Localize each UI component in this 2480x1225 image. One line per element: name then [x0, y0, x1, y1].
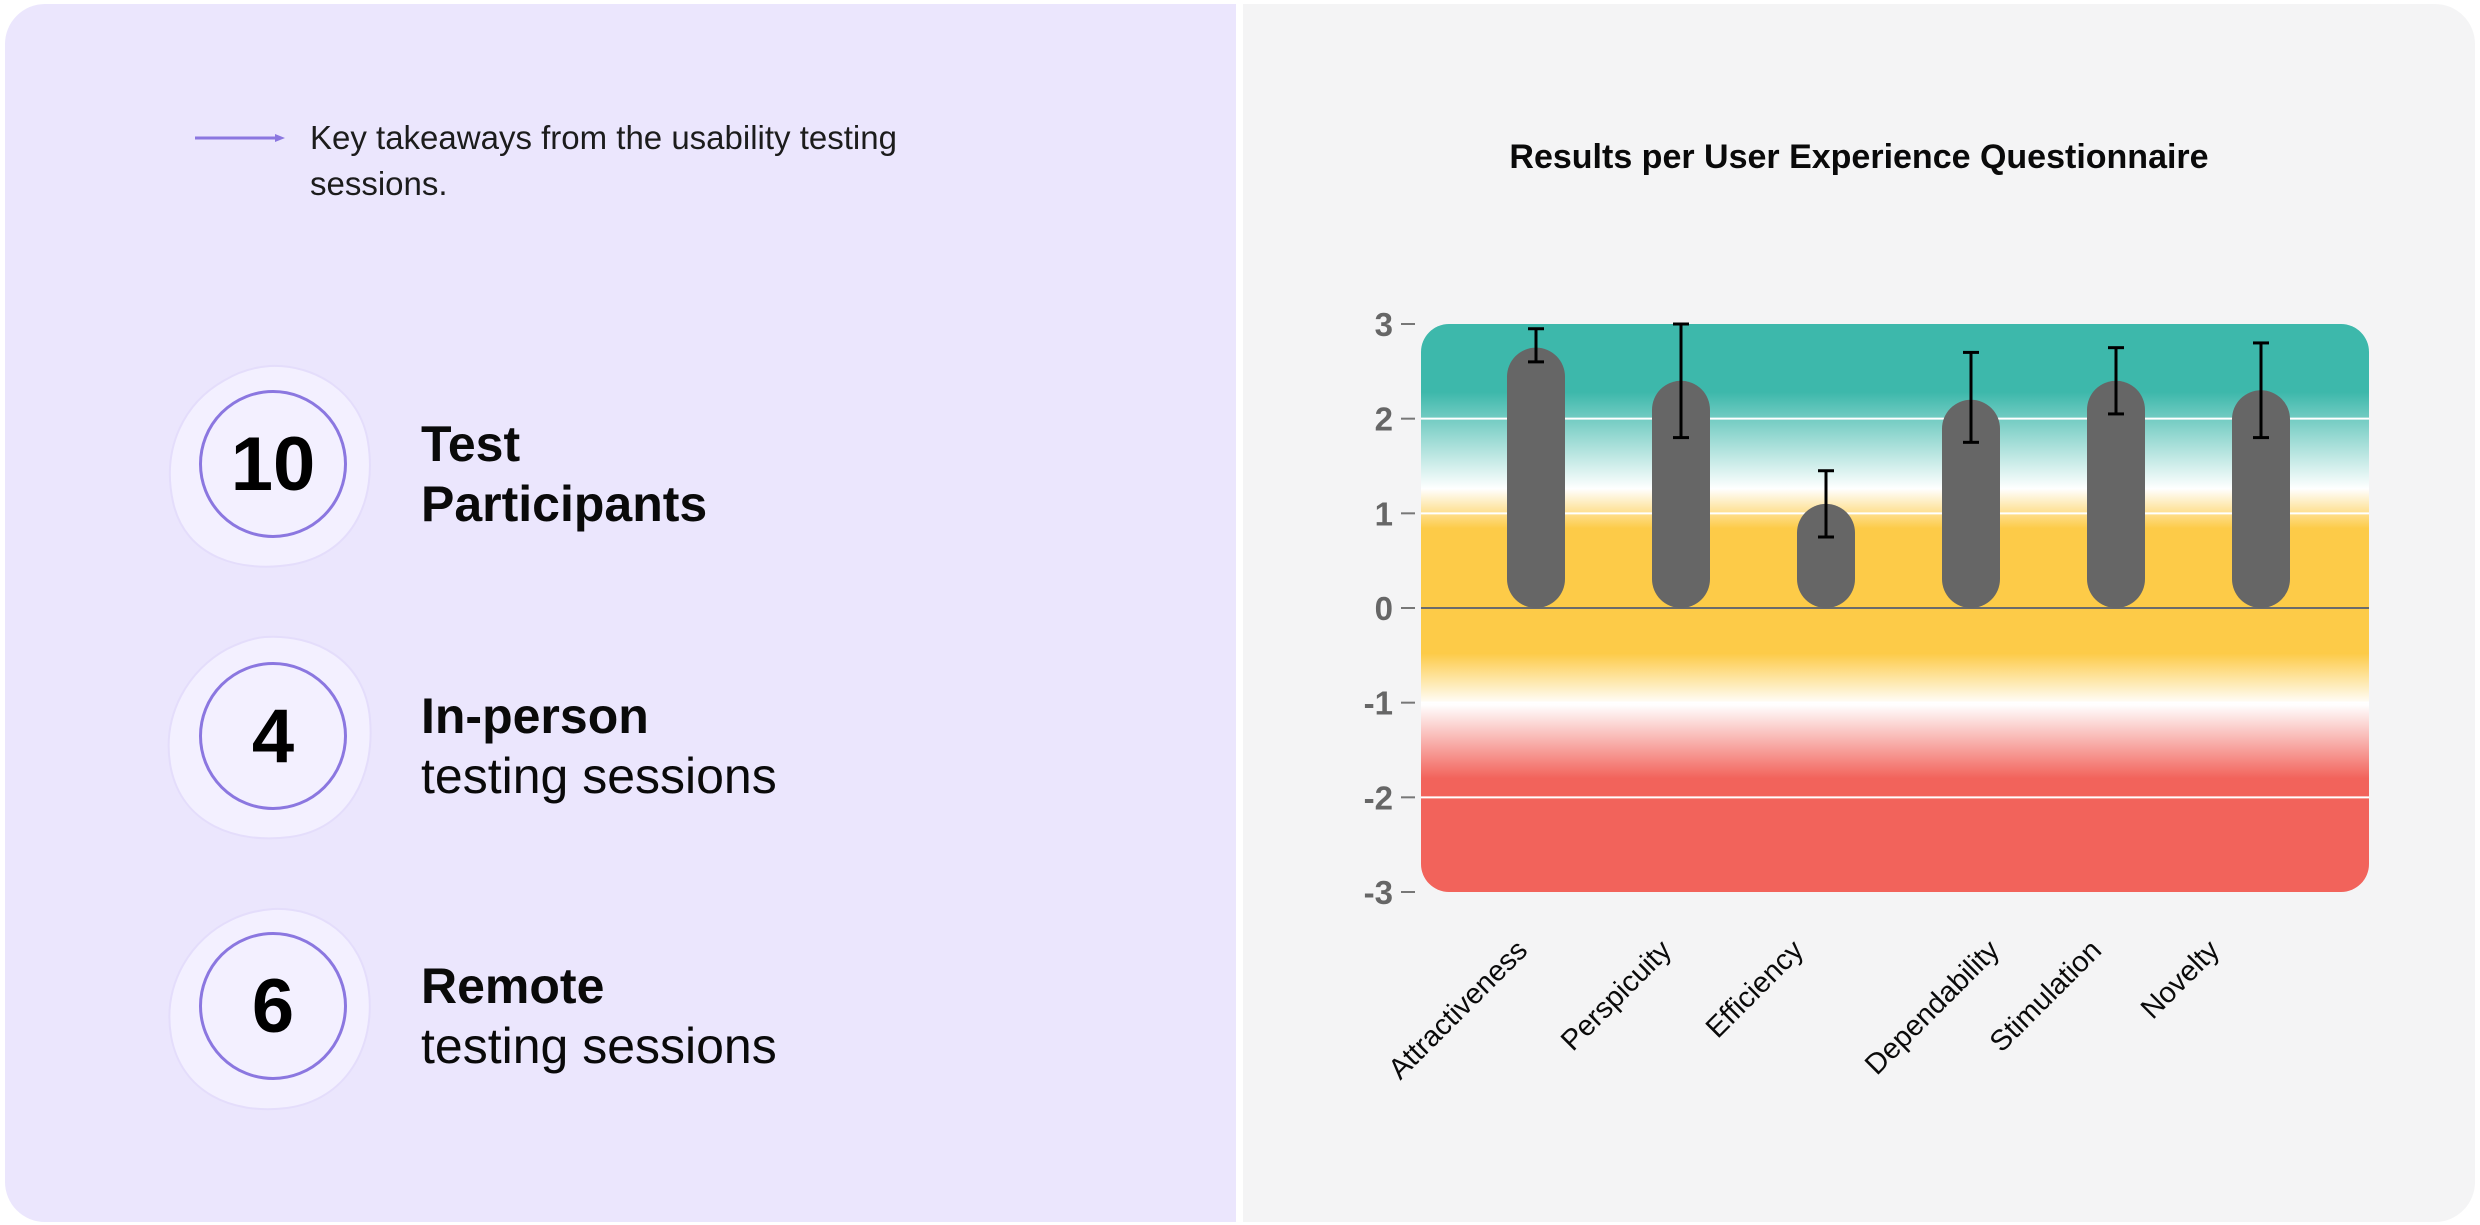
bar-efficiency: [1797, 503, 1855, 608]
intro-text: Key takeaways from the usability testing…: [310, 119, 897, 202]
stat-number: 10: [199, 390, 347, 538]
error-bar-perspicuity: [1673, 322, 1689, 440]
y-tick-label: 3: [1375, 306, 1393, 343]
y-tick-label: -3: [1364, 874, 1393, 911]
y-tick-label: 1: [1375, 495, 1393, 532]
x-tick-label: Perspicuity: [1555, 934, 1678, 1057]
stat-label: In-person testing sessions: [421, 686, 777, 806]
x-tick-label: Attractiveness: [1383, 934, 1534, 1085]
y-tick-label: 2: [1375, 401, 1393, 438]
stat-number: 4: [199, 662, 347, 810]
chart-title: Results per User Experience Questionnair…: [1509, 138, 2209, 176]
ueq-chart: 3 2 1 0 -1 -2 -3 Attractiveness Perspicuity Effi…: [1364, 306, 2369, 1086]
error-bar-stimulation: [2108, 346, 2124, 416]
bar-stimulation: [2087, 380, 2145, 608]
x-tick-label: Novelty: [2135, 934, 2226, 1025]
x-tick-label: Stimulation: [1984, 934, 2108, 1058]
stat-label: Remote testing sessions: [421, 956, 777, 1076]
stat-label-line2: testing sessions: [421, 1018, 777, 1074]
y-tick-label: -2: [1364, 779, 1393, 816]
stat-label-bold: Remote: [421, 958, 605, 1014]
stat-label-bold: Test: [421, 416, 521, 472]
stat-number: 6: [199, 932, 347, 1080]
stat-label-bold: In-person: [421, 688, 649, 744]
stat-label-line2: testing sessions: [421, 748, 777, 804]
bar-perspicuity: [1652, 380, 1710, 608]
arrow-right-icon: [195, 134, 285, 142]
bar-dependability: [1942, 399, 2000, 608]
stat-label: Test Participants: [421, 414, 707, 534]
error-bar-efficiency: [1818, 469, 1834, 539]
stat-label-line2: Participants: [421, 476, 708, 532]
bar-attractiveness: [1507, 347, 1565, 608]
bar-novelty: [2232, 390, 2290, 608]
y-tick-label: -1: [1364, 685, 1393, 722]
error-bar-novelty: [2253, 341, 2269, 440]
x-tick-label: Dependability: [1859, 934, 2006, 1081]
x-tick-label: Efficiency: [1700, 934, 1810, 1044]
error-bar-dependability: [1963, 350, 1979, 444]
y-tick-label: 0: [1375, 590, 1393, 627]
error-bar-attractiveness: [1528, 327, 1544, 364]
